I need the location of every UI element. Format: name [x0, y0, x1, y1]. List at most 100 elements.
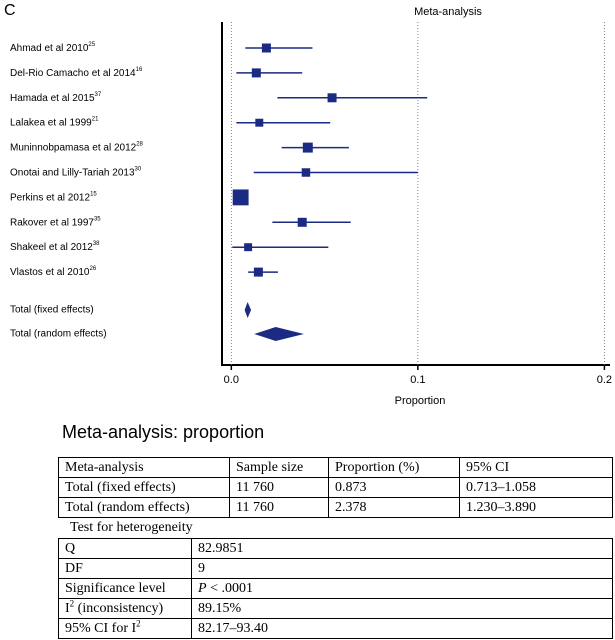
study-name: Del-Rio Camacho et al 2014 [10, 68, 136, 79]
table-cell: 95% CI [459, 457, 613, 478]
superscript: 2 [69, 598, 75, 609]
estimate-square [253, 267, 263, 277]
reference: 28 [136, 141, 143, 147]
reference: 30 [135, 166, 142, 172]
study-name: Vlastos et al 2010 [10, 267, 90, 278]
reference: 26 [90, 266, 97, 272]
table-cell: Sample size [229, 457, 329, 478]
study-label: Onotai and Lilly-Tariah 201330 [10, 166, 142, 178]
pooled-label: Total (fixed effects) [10, 305, 94, 316]
study-label: Shakeel et al 201238 [10, 241, 100, 253]
cell-text: 82.9851 [198, 541, 244, 556]
study-label: Lalakea et al 199921 [10, 116, 99, 128]
estimate-square [232, 189, 249, 206]
study-name: Lalakea et al 1999 [10, 117, 92, 128]
study-name: Onotai and Lilly-Tariah 2013 [10, 167, 135, 178]
study-label: Hamada et al 201537 [10, 91, 102, 103]
table-cell: 82.17–93.40 [191, 618, 613, 639]
superscript: 2 [136, 618, 141, 629]
table-cell: 82.9851 [191, 538, 613, 559]
reference: 21 [92, 116, 99, 122]
forest-plot: C Meta-analysis Proportion 0.0 0.1 0.2 Ahma… [4, 2, 612, 407]
study-label: Vlastos et al 201026 [10, 266, 97, 278]
table-row: I2 (inconsistency) 89.15% [58, 598, 613, 619]
table-cell: Proportion (%) [328, 457, 460, 478]
table-cell: 11 760 [229, 477, 329, 498]
table-row: Significance level P < .0001 [58, 578, 613, 599]
table-cell: Significance level [58, 578, 192, 599]
study-name: Ahmad et al 2010 [10, 43, 89, 54]
study-name: Shakeel et al 2012 [10, 242, 93, 253]
pooled-diamond [244, 302, 252, 318]
cell-text: 89.15% [198, 601, 242, 616]
study-label: Del-Rio Camacho et al 201416 [10, 66, 143, 78]
study-name: Perkins et al 2012 [10, 192, 90, 203]
study-label: Rakover et al 199735 [10, 216, 101, 228]
reference: 37 [95, 91, 102, 97]
cell-text: 9 [198, 561, 205, 576]
table-cell: Q [58, 538, 192, 559]
reference: 25 [88, 42, 95, 48]
table-cell: Total (fixed effects) [58, 477, 230, 498]
cell-text: P [198, 581, 207, 596]
table-cell: I2 (inconsistency) [58, 598, 192, 619]
cell-text: Significance level [65, 581, 166, 596]
heterogeneity-table: Q 82.9851 DF 9 Significance level P < .0… [58, 538, 613, 639]
subsection-title: Test for heterogeneity [70, 520, 193, 535]
table-cell: 11 760 [229, 497, 329, 518]
estimate-square [302, 142, 313, 153]
section-title: Meta-analysis: proportion [62, 422, 265, 442]
estimate-square [244, 243, 253, 252]
cell-text: I [65, 601, 70, 616]
pooled-diamond [254, 327, 304, 341]
pooled-label: Total (random effects) [10, 329, 107, 340]
x-tick-label: 0.2 [597, 374, 612, 386]
cell-text: (inconsistency) [74, 601, 164, 616]
chart-title: Meta-analysis [414, 6, 482, 18]
estimate-square [251, 68, 261, 78]
table-cell: 0.713–1.058 [459, 477, 613, 498]
table-row: Total (random effects) 11 760 2.378 1.23… [58, 497, 613, 518]
table-row: Total (fixed effects) 11 760 0.873 0.713… [58, 477, 613, 498]
panel-label: C [4, 2, 16, 19]
cell-text: 82.17–93.40 [198, 621, 268, 636]
table-cell: 9 [191, 558, 613, 579]
table-cell: 1.230–3.890 [459, 497, 613, 518]
study-label: Perkins et al 201215 [10, 191, 97, 203]
estimate-square [255, 118, 264, 127]
table-row: 95% CI for I2 82.17–93.40 [58, 618, 613, 639]
cell-text: 95% CI for I [65, 621, 137, 636]
cell-text: DF [65, 561, 83, 576]
table-row: Meta-analysis Sample size Proportion (%)… [58, 457, 613, 478]
x-tick-label: 0.0 [224, 374, 239, 386]
cell-text: Q [65, 541, 76, 556]
table-cell: Total (random effects) [58, 497, 230, 518]
study-name: Rakover et al 1997 [10, 217, 94, 228]
summary-table: Meta-analysis Sample size Proportion (%)… [58, 457, 613, 518]
table-cell: 2.378 [328, 497, 460, 518]
table-cell: 0.873 [328, 477, 460, 498]
reference: 16 [136, 66, 143, 72]
study-label: Ahmad et al 201025 [10, 42, 96, 54]
table-cell: 89.15% [191, 598, 613, 619]
estimate-square [327, 93, 337, 103]
x-tick-label: 0.1 [410, 374, 425, 386]
table-cell: 95% CI for I2 [58, 618, 192, 639]
estimate-square [297, 217, 307, 227]
x-axis-title: Proportion [395, 395, 446, 407]
study-name: Muninnobpamasa et al 2012 [10, 142, 137, 153]
study-name: Hamada et al 2015 [10, 92, 95, 103]
estimate-square [261, 43, 271, 53]
cell-text: < .0001 [206, 581, 253, 596]
reference: 35 [94, 216, 101, 222]
estimate-square [301, 168, 311, 177]
reference: 38 [93, 241, 100, 247]
table-row: Q 82.9851 [58, 538, 613, 559]
table-cell: P < .0001 [191, 578, 613, 599]
reference: 15 [90, 191, 97, 197]
table-cell: DF [58, 558, 192, 579]
table-row: DF 9 [58, 558, 613, 579]
study-label: Muninnobpamasa et al 201228 [10, 141, 144, 153]
table-cell: Meta-analysis [58, 457, 230, 478]
